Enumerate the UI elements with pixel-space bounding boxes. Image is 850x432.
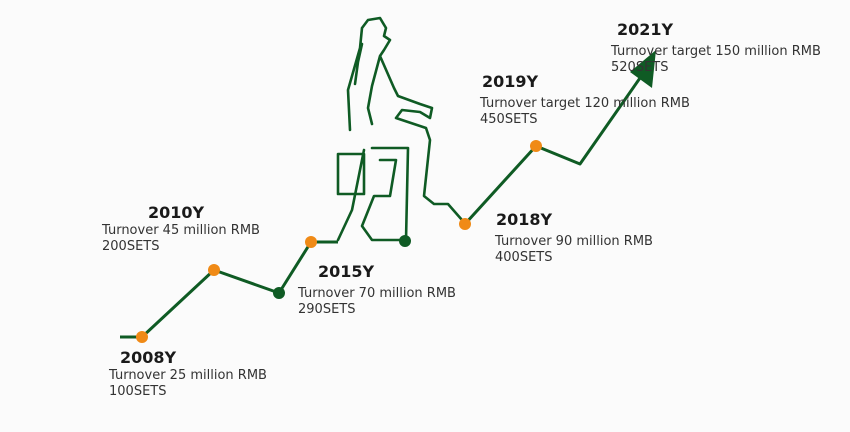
milestone-turnover: Turnover target 150 million RMB [611, 44, 821, 59]
milestone-turnover: Turnover 25 million RMB [109, 368, 267, 383]
marker-2008 [136, 331, 148, 343]
marker-2015 [305, 236, 317, 248]
milestone-sets: 290SETS [298, 302, 356, 317]
milestone-2008: 2008Y Turnover 25 million RMB 100SETS [109, 348, 267, 400]
milestone-turnover: Turnover 70 million RMB [298, 286, 456, 301]
milestone-year: 2018Y [496, 210, 553, 229]
milestone-2010: 2010Y Turnover 45 million RMB 200SETS [102, 203, 260, 255]
milestone-year: 2019Y [482, 72, 539, 91]
milestone-2021: 2021Y Turnover target 150 million RMB 52… [611, 20, 821, 76]
milestone-turnover: Turnover 45 million RMB [102, 223, 260, 238]
milestone-sets: 450SETS [480, 112, 538, 127]
milestone-year: 2010Y [148, 203, 205, 222]
milestone-sets: 100SETS [109, 384, 167, 399]
milestone-2018: 2018Y Turnover 90 million RMB 400SETS [495, 210, 653, 266]
marker-2019 [530, 140, 542, 152]
milestone-sets: 200SETS [102, 239, 160, 254]
milestone-year: 2015Y [318, 262, 375, 281]
milestone-year: 2008Y [120, 348, 177, 367]
milestone-year: 2021Y [617, 20, 674, 39]
walking-man-icon [336, 16, 464, 242]
marker-dark-2 [399, 235, 411, 247]
milestone-turnover: Turnover target 120 million RMB [480, 96, 690, 111]
marker-dark-1 [273, 287, 285, 299]
milestone-turnover: Turnover 90 million RMB [495, 234, 653, 249]
milestone-2015: 2015Y Turnover 70 million RMB 290SETS [298, 262, 456, 318]
marker-2018 [459, 218, 471, 230]
marker-2010 [208, 264, 220, 276]
arrow-head-icon [630, 50, 656, 88]
milestone-sets: 520SETS [611, 60, 669, 75]
milestone-2019: 2019Y Turnover target 120 million RMB 45… [480, 72, 690, 128]
milestone-sets: 400SETS [495, 250, 553, 265]
